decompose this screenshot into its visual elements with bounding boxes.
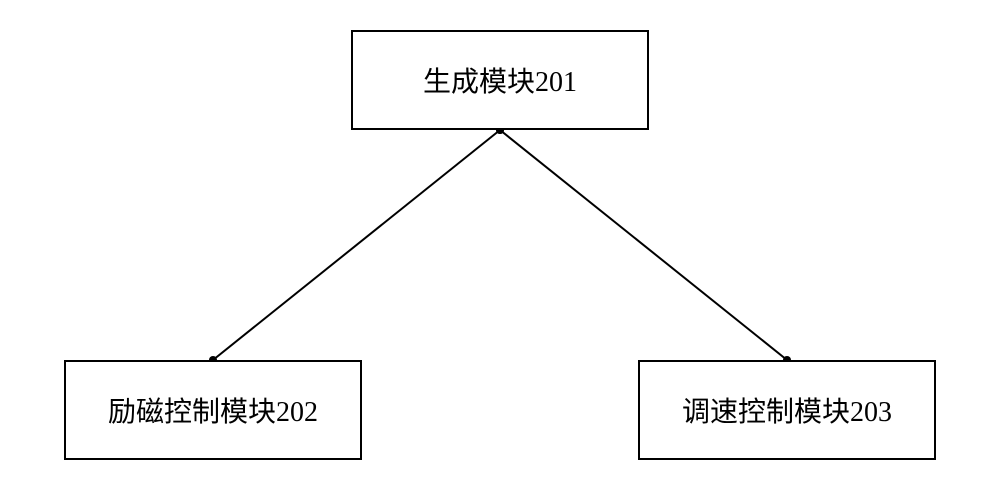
node-left: 励磁控制模块202	[64, 360, 362, 460]
node-left-label: 励磁控制模块202	[108, 390, 318, 430]
node-right: 调速控制模块203	[638, 360, 936, 460]
node-right-label: 调速控制模块203	[682, 390, 892, 430]
diagram-container: 生成模块201 励磁控制模块202 调速控制模块203	[0, 0, 1000, 504]
edge-line	[213, 130, 500, 360]
node-top: 生成模块201	[351, 30, 649, 130]
edge-line	[500, 130, 787, 360]
node-top-label: 生成模块201	[423, 60, 577, 100]
